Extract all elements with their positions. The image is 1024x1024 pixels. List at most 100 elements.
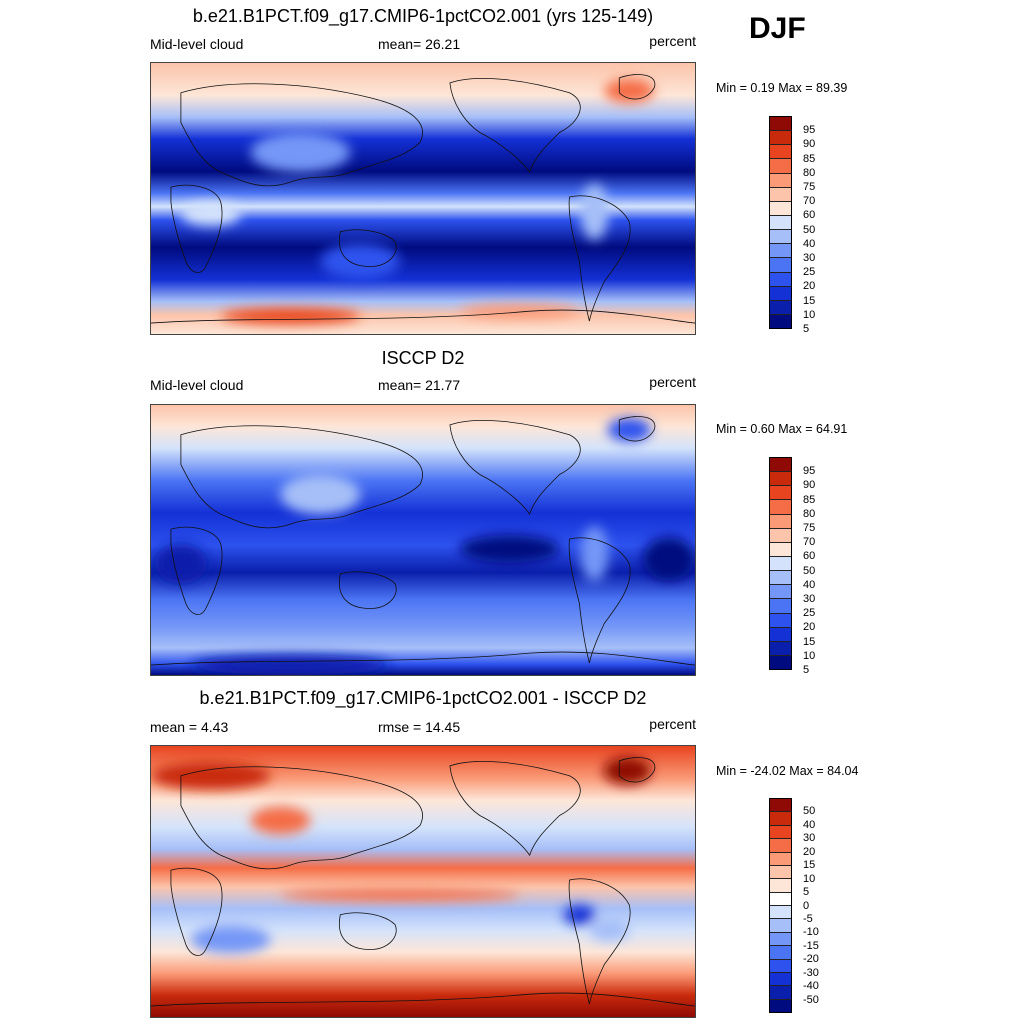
colorbar-swatch: [770, 959, 791, 973]
colorbar-tick-label: 60: [803, 550, 816, 563]
colorbar-swatch: [770, 825, 791, 840]
colorbar-tick-label: 95: [803, 124, 816, 137]
variable-label: Mid-level cloud: [150, 36, 244, 52]
colorbar: [769, 116, 792, 329]
coastlines: [151, 74, 695, 324]
colorbar-swatch: [770, 641, 791, 656]
colorbar-swatch: [770, 528, 791, 543]
colorbar-swatch: [770, 932, 791, 947]
colorbar-tick-label: 40: [803, 818, 816, 831]
colorbar-swatch: [770, 655, 791, 670]
colorbar-swatch: [770, 599, 791, 614]
colorbar-swatch: [770, 314, 791, 329]
colorbar-swatch: [770, 986, 791, 1000]
colorbar-swatch: [770, 839, 791, 853]
panel-title: b.e21.B1PCT.f09_g17.CMIP6-1pctCO2.001 (y…: [192, 6, 654, 26]
colorbar-swatch: [770, 852, 791, 866]
season-label: DJF: [749, 12, 806, 45]
coastlines: [151, 757, 695, 1007]
colorbar-tick-label: 15: [803, 859, 816, 872]
colorbar-tick-label: 50: [803, 564, 816, 577]
colorbar-tick-label: 40: [803, 237, 816, 250]
cloud-map-difference: [150, 745, 696, 1018]
colorbar-tick-label: -10: [803, 926, 819, 939]
colorbar-swatch: [770, 627, 791, 642]
colorbar-tick-label: -20: [803, 953, 819, 966]
colorbar-tick-label: -40: [803, 980, 819, 993]
colorbar-swatch: [770, 187, 791, 202]
colorbar-tick-label: -15: [803, 939, 819, 952]
colorbar-tick-label: 5: [803, 886, 810, 899]
colorbar-swatch: [770, 159, 791, 174]
colorbar-swatch: [770, 556, 791, 572]
colorbar-swatch: [770, 272, 791, 287]
colorbar-swatch: [770, 812, 791, 826]
colorbar-tick-label: 30: [803, 593, 816, 605]
colorbar-swatch: [770, 571, 791, 586]
colorbar-swatch: [770, 258, 791, 273]
coastlines: [151, 416, 695, 666]
colorbar-swatch: [770, 244, 791, 259]
colorbar-swatch: [770, 286, 791, 301]
colorbar-swatch: [770, 999, 791, 1012]
colorbar-swatch: [770, 215, 791, 231]
colorbar-swatch: [770, 613, 791, 628]
colorbar-tick-label: 80: [803, 166, 816, 179]
rmse-label: rmse = 14.45: [378, 719, 461, 735]
panel-title: ISCCP D2: [381, 348, 465, 368]
panel-title: b.e21.B1PCT.f09_g17.CMIP6-1pctCO2.001 - …: [199, 688, 647, 708]
colorbar-tick-label: 15: [803, 635, 816, 648]
colorbar-tick-label: 25: [803, 607, 816, 620]
colorbar-tick-label: 50: [803, 223, 816, 236]
colorbar-swatch: [770, 131, 791, 146]
colorbar-tick-label: 0: [803, 899, 810, 912]
colorbar-swatch: [770, 946, 791, 960]
colorbar-tick-label: 50: [803, 805, 816, 818]
minmax-label: Min = 0.60 Max = 64.91: [716, 422, 848, 436]
colorbar-tick-label: 10: [803, 872, 816, 885]
colorbar-tick-label: -30: [803, 966, 819, 979]
colorbar-tick-label: -50: [803, 993, 819, 1006]
colorbar-swatch: [770, 514, 791, 529]
units-label: percent: [649, 716, 696, 732]
mean-label: mean= 21.77: [378, 377, 461, 393]
colorbar-swatch: [770, 892, 791, 906]
colorbar-tick-label: 20: [803, 621, 816, 634]
colorbar-swatch: [770, 879, 791, 893]
colorbar: [769, 798, 792, 1013]
mean-label: mean = 4.43: [150, 719, 229, 735]
colorbar-swatch: [770, 585, 791, 600]
colorbar-swatch: [770, 173, 791, 188]
colorbar-swatch: [770, 906, 791, 920]
minmax-label: Min = -24.02 Max = 84.04: [716, 764, 859, 778]
colorbar-tick-label: 30: [803, 832, 816, 845]
colorbar-tick-label: -5: [803, 912, 813, 925]
colorbar-swatch: [770, 230, 791, 245]
colorbar-swatch: [770, 145, 791, 160]
minmax-label: Min = 0.19 Max = 89.39: [716, 81, 848, 95]
colorbar-tick-label: 60: [803, 209, 816, 222]
colorbar-tick-label: 80: [803, 507, 816, 520]
colorbar-swatch: [770, 486, 791, 501]
colorbar-tick-label: 10: [803, 308, 816, 321]
colorbar-tick-label: 70: [803, 195, 816, 208]
colorbar: [769, 457, 792, 670]
colorbar-swatch: [770, 472, 791, 487]
colorbar-tick-label: 30: [803, 252, 816, 264]
colorbar-tick-label: 25: [803, 266, 816, 279]
colorbar-swatch: [770, 458, 791, 473]
mean-label: mean= 26.21: [378, 36, 461, 52]
colorbar-tick-label: 85: [803, 493, 816, 506]
units-label: percent: [649, 374, 696, 390]
colorbar-tick-label: 90: [803, 138, 816, 151]
colorbar-swatch: [770, 865, 791, 880]
units-label: percent: [649, 33, 696, 49]
colorbar-swatch: [770, 500, 791, 515]
colorbar-swatch: [770, 919, 791, 933]
variable-label: Mid-level cloud: [150, 377, 244, 393]
colorbar-swatch: [770, 972, 791, 987]
colorbar-tick-label: 20: [803, 845, 816, 858]
colorbar-tick-label: 90: [803, 479, 816, 492]
colorbar-tick-label: 95: [803, 465, 816, 478]
colorbar-tick-label: 40: [803, 578, 816, 591]
